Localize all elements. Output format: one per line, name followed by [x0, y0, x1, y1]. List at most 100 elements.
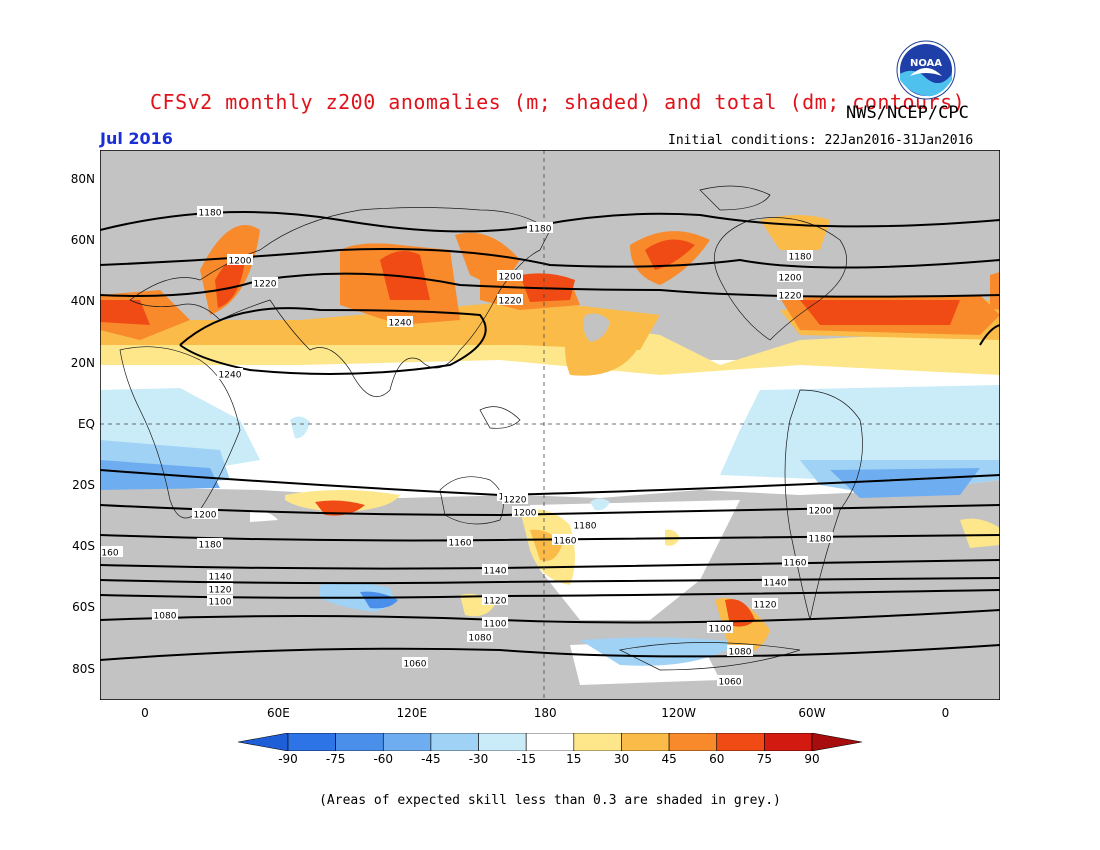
contour-label: 1140	[482, 564, 508, 577]
colorbar-swatch	[430, 733, 479, 751]
lon-label: 120E	[396, 706, 428, 720]
svg-text:1220: 1220	[504, 496, 527, 506]
svg-text:NOAA: NOAA	[910, 58, 942, 69]
contour-label: 1220	[502, 493, 528, 506]
colorbar-swatch	[287, 733, 336, 751]
contour-label: 1160	[447, 536, 473, 549]
svg-text:1180: 1180	[199, 541, 222, 551]
svg-text:1180: 1180	[809, 535, 832, 545]
svg-text:1160: 1160	[554, 537, 577, 547]
svg-text:1220: 1220	[499, 297, 522, 307]
lon-label: 60W	[798, 706, 826, 720]
colorbar-tick-label: -15	[516, 752, 536, 766]
colorbar-swatch	[764, 733, 813, 751]
lon-label: 120W	[661, 706, 696, 720]
lon-label: 0	[941, 706, 950, 720]
contour-label: 1100	[707, 622, 733, 635]
svg-text:1240: 1240	[389, 319, 412, 329]
svg-text:1100: 1100	[484, 620, 507, 630]
contour-label: 1180	[787, 250, 813, 263]
coastlines	[119, 185, 863, 671]
svg-text:1200: 1200	[514, 509, 537, 519]
svg-text:1100: 1100	[209, 598, 232, 608]
colorbar-tick-label: 45	[661, 752, 677, 766]
svg-text:1180: 1180	[199, 209, 222, 219]
contour-label: 1100	[482, 617, 508, 630]
colorbar-tick-label: -30	[468, 752, 489, 766]
svg-text:1080: 1080	[469, 634, 492, 644]
svg-text:1120: 1120	[209, 586, 232, 596]
lat-label: 40S	[72, 539, 95, 554]
svg-text:1060: 1060	[719, 678, 742, 688]
contour-label: 1140	[762, 576, 788, 589]
contour-label: 1080	[152, 609, 178, 622]
contour-label: 1180	[572, 519, 598, 532]
contour-label: 1220	[252, 277, 278, 290]
svg-text:1180: 1180	[789, 253, 812, 263]
contour-label: 1060	[402, 657, 428, 670]
contour-label: 1200	[497, 270, 523, 283]
colorbar-tick-label: 60	[709, 752, 725, 766]
contour-label: 1240	[387, 316, 413, 329]
svg-text:1180: 1180	[574, 522, 597, 532]
svg-text:160: 160	[101, 549, 118, 559]
lon-label: 0	[141, 706, 149, 720]
svg-text:1160: 1160	[449, 539, 472, 549]
contour-label: 1200	[777, 271, 803, 284]
colorbar-swatch	[238, 733, 289, 751]
contour-label: 1180	[197, 538, 223, 551]
chart-title: CFSv2 monthly z200 anomalies (m; shaded)…	[150, 90, 966, 114]
contour-label-layer: 1180 1180 1180 1200 1200 1200 1220 1220 1220 1240…	[100, 206, 833, 688]
contour-label: 1180	[197, 206, 223, 219]
colorbar-tick-label: 15	[566, 752, 582, 766]
svg-text:1200: 1200	[809, 507, 832, 517]
svg-text:1220: 1220	[254, 280, 277, 290]
map-gridlines	[100, 150, 1000, 700]
contour-label: 1160	[552, 534, 578, 547]
agency-label: NWS/NCEP/CPC	[846, 103, 969, 123]
lat-label: EQ	[77, 416, 95, 431]
contour-label: 1160	[782, 556, 808, 569]
contour-label: 1140	[207, 570, 233, 583]
colorbar-tick-label: 90	[804, 752, 820, 766]
lon-label: 60E	[266, 706, 290, 720]
colorbar-tick-label: -75	[325, 752, 346, 766]
contour-label: 1120	[752, 598, 778, 611]
contour-label: 1200	[807, 504, 833, 517]
lon-label: 180	[533, 706, 557, 720]
colorbar-tick-label: 75	[756, 752, 772, 766]
contour-label: 1220	[497, 294, 523, 307]
svg-text:1200: 1200	[499, 273, 522, 283]
contour-label: 1240	[217, 368, 243, 381]
svg-text:1060: 1060	[404, 660, 427, 670]
lat-label: 20S	[72, 478, 95, 492]
contour-label: 1220	[777, 289, 803, 302]
contour-label: 1180	[807, 532, 833, 545]
anomaly-map: 1180 1180 1180 1200 1200 1200 1220 1220 1220 1240…	[100, 150, 1000, 700]
contour-label: 1180	[527, 222, 553, 235]
svg-text:1220: 1220	[779, 292, 802, 302]
contour-label: 1200	[227, 254, 253, 267]
skill-footnote: (Areas of expected skill less than 0.3 a…	[319, 793, 781, 808]
svg-text:1140: 1140	[484, 567, 507, 577]
noaa-logo: NOAA	[896, 40, 956, 100]
svg-text:1200: 1200	[779, 274, 802, 284]
svg-text:1200: 1200	[194, 511, 217, 521]
colorbar-swatch	[382, 733, 432, 751]
blue-anomaly-south-america	[720, 385, 1000, 480]
svg-text:1080: 1080	[154, 612, 177, 622]
svg-text:1160: 1160	[784, 559, 807, 569]
colorbar-swatch	[573, 733, 622, 751]
contour-label: 160	[100, 546, 123, 559]
svg-text:1240: 1240	[219, 371, 242, 381]
svg-text:1100: 1100	[709, 625, 732, 635]
initial-conditions: Initial conditions: 22Jan2016-31Jan2016	[668, 133, 974, 148]
svg-text:1080: 1080	[729, 648, 752, 658]
lat-label: 20N	[70, 355, 95, 370]
colorbar-swatch	[335, 733, 384, 751]
lat-label: 80S	[72, 661, 95, 676]
contour-label: 1200	[512, 506, 538, 519]
colorbar-swatch	[811, 733, 862, 751]
forecast-month: Jul 2016	[100, 129, 173, 148]
lat-label: 60N	[70, 233, 95, 248]
